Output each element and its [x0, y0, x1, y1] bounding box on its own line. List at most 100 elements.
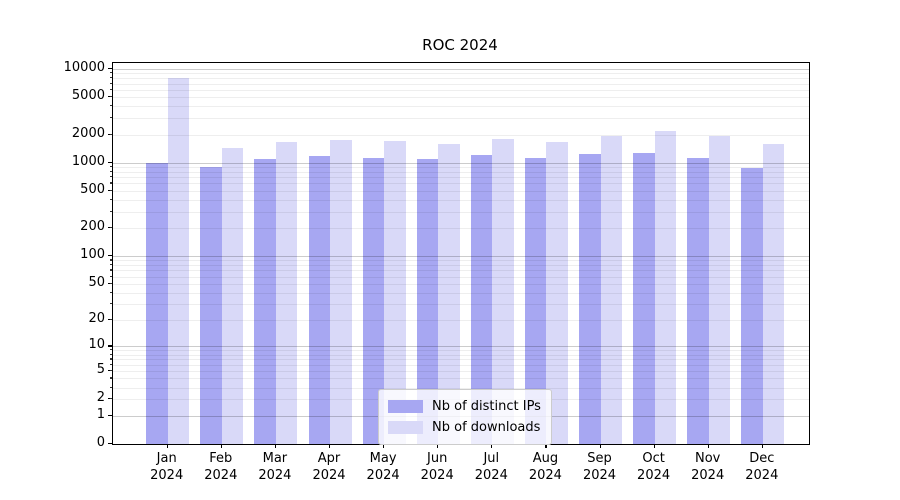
- y-tick-label: 5: [96, 362, 105, 378]
- bar-nb-of-distinct-ips-jun: [416, 159, 439, 444]
- x-tick-label: Apr 2024: [301, 450, 357, 484]
- x-tick-label: Nov 2024: [680, 450, 736, 484]
- x-tick-label: Jun 2024: [409, 450, 465, 484]
- legend: Nb of distinct IPs Nb of downloads: [378, 389, 552, 445]
- y-minor-tick: [109, 259, 112, 261]
- x-tick-label: Mar 2024: [247, 450, 303, 484]
- bar-nb-of-downloads-may: [384, 141, 406, 444]
- minor-gridline: [113, 89, 809, 91]
- bar-nb-of-distinct-ips-sep: [579, 154, 601, 444]
- x-label-month: Apr: [317, 451, 341, 466]
- bar-nb-of-downloads-mar: [275, 142, 298, 444]
- y-tick-label: 100: [80, 247, 105, 263]
- y-tick-label: 2: [96, 390, 105, 406]
- y-tick-label: 200: [80, 219, 105, 235]
- y-minor-tick: [109, 363, 112, 365]
- x-tick-label: Jul 2024: [463, 450, 519, 484]
- y-tick: [108, 443, 112, 445]
- y-tick-label: 0: [96, 435, 105, 450]
- bar-nb-of-downloads-nov: [708, 136, 731, 444]
- x-tick-label: Oct 2024: [626, 450, 682, 484]
- major-gridline: [113, 69, 809, 70]
- y-tick: [108, 414, 112, 416]
- x-tick: [707, 444, 709, 448]
- x-tick-label: Aug 2024: [517, 450, 573, 484]
- y-minor-tick: [109, 398, 112, 400]
- y-minor-tick: [109, 264, 112, 266]
- minor-gridline: [113, 73, 809, 75]
- y-minor-tick: [109, 377, 112, 379]
- x-tick: [329, 444, 331, 448]
- x-label-month: Jul: [483, 451, 500, 466]
- minor-gridline: [113, 83, 809, 85]
- bar-nb-of-distinct-ips-feb: [200, 167, 222, 444]
- y-minor-tick: [109, 269, 112, 271]
- y-minor-tick: [109, 358, 112, 360]
- x-label-month: Dec: [749, 451, 775, 466]
- x-label-year: 2024: [366, 468, 400, 483]
- y-minor-tick: [109, 77, 112, 79]
- x-tick-label: Dec 2024: [734, 450, 790, 484]
- bar-nb-of-downloads-jun: [438, 143, 460, 444]
- y-tick-label: 500: [80, 181, 105, 197]
- x-label-year: 2024: [150, 468, 184, 483]
- y-minor-tick: [109, 105, 112, 107]
- y-minor-tick: [109, 210, 112, 212]
- y-minor-tick: [109, 353, 112, 355]
- y-tick: [108, 68, 112, 70]
- x-label-year: 2024: [637, 468, 671, 483]
- x-label-month: Nov: [695, 451, 721, 466]
- y-minor-tick: [109, 189, 112, 192]
- x-tick: [166, 444, 168, 448]
- bar-nb-of-distinct-ips-may: [362, 157, 385, 444]
- y-minor-tick: [109, 170, 112, 172]
- minor-gridline: [113, 134, 809, 136]
- x-label-month: Feb: [209, 451, 233, 466]
- bar-nb-of-downloads-aug: [546, 142, 568, 444]
- x-tick-label: Jan 2024: [139, 450, 195, 484]
- y-minor-tick: [109, 96, 112, 98]
- bar-nb-of-distinct-ips-dec: [741, 168, 763, 444]
- bar-nb-of-downloads-jul: [492, 139, 514, 444]
- x-label-year: 2024: [528, 468, 562, 483]
- legend-swatch-downloads: [388, 421, 423, 434]
- y-tick-label: 2000: [71, 125, 105, 141]
- legend-swatch-distinct-ips: [388, 400, 423, 413]
- y-minor-tick: [109, 319, 112, 321]
- x-label-year: 2024: [474, 468, 508, 483]
- y-minor-tick: [109, 117, 112, 119]
- minor-gridline: [113, 97, 809, 99]
- y-tick-label: 1: [96, 406, 105, 422]
- x-label-year: 2024: [745, 468, 779, 483]
- legend-label-downloads: Nb of downloads: [432, 420, 541, 435]
- y-minor-tick: [109, 349, 112, 351]
- y-tick: [108, 161, 112, 163]
- y-minor-tick: [109, 165, 112, 168]
- y-minor-tick: [109, 88, 112, 90]
- bar-nb-of-downloads-feb: [221, 147, 244, 444]
- legend-row-distinct-ips: Nb of distinct IPs: [388, 396, 541, 417]
- x-label-month: May: [369, 451, 397, 466]
- y-minor-tick: [109, 303, 112, 305]
- x-label-month: Sep: [587, 451, 612, 466]
- x-label-month: Mar: [262, 451, 288, 466]
- y-minor-tick: [109, 133, 112, 135]
- x-tick: [653, 444, 655, 448]
- bar-nb-of-distinct-ips-jul: [470, 154, 493, 444]
- x-label-year: 2024: [420, 468, 454, 483]
- bar-nb-of-distinct-ips-oct: [633, 152, 655, 444]
- y-tick: [108, 255, 112, 257]
- y-tick-label: 5000: [71, 88, 105, 104]
- bar-nb-of-downloads-apr: [330, 140, 352, 444]
- y-minor-tick: [109, 386, 112, 388]
- bar-nb-of-distinct-ips-mar: [254, 159, 276, 444]
- x-label-year: 2024: [204, 468, 238, 483]
- bar-nb-of-distinct-ips-jan: [146, 162, 168, 444]
- x-tick: [220, 444, 222, 448]
- plot-area: [112, 62, 810, 445]
- y-tick-label: 50: [88, 274, 105, 290]
- x-label-year: 2024: [312, 468, 346, 483]
- y-tick-label: 10000: [63, 60, 105, 75]
- y-tick-label: 1000: [71, 153, 105, 169]
